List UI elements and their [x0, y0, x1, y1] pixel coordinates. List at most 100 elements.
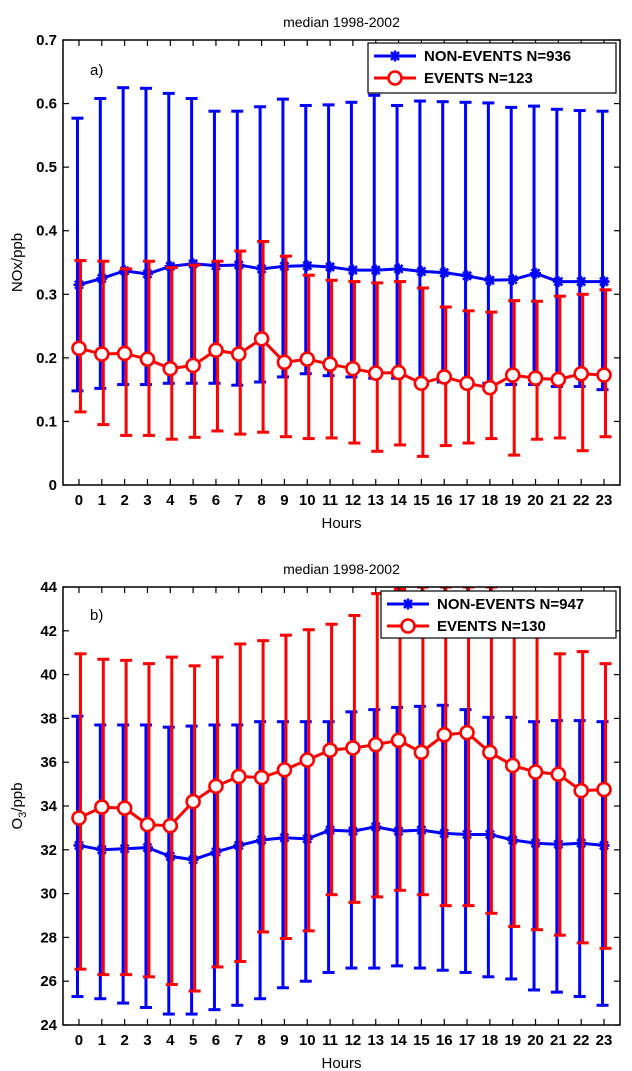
chart-a-events-point — [436, 369, 453, 385]
chart-b-ytick-label: 38 — [40, 710, 57, 727]
chart-a-non-events-point — [530, 267, 542, 279]
chart-a-xtick-label: 10 — [299, 492, 316, 509]
chart-a-xtick-label: 1 — [98, 492, 106, 509]
chart-b-non-events-point — [96, 844, 108, 856]
chart-b-non-events-line — [78, 825, 605, 862]
chart-b-events-point — [299, 752, 316, 768]
chart-a-non-events-point — [575, 276, 587, 288]
chart-a-non-events-point — [324, 261, 336, 273]
chart-a-non-events-point — [484, 274, 496, 286]
chart-a-legend: NON-EVENTS N=936 EVENTS N=123 — [367, 42, 617, 94]
chart-b-non-events-point — [256, 834, 268, 846]
chart-b-ylabel-main: O — [9, 818, 26, 830]
chart-b-panel-label: b) — [90, 607, 103, 624]
chart-a-legend-swatch-marker — [389, 50, 401, 62]
chart-a-non-events-point — [507, 274, 519, 286]
chart-b-events-point — [71, 810, 87, 826]
chart-b-events-point — [208, 778, 224, 795]
chart-b-xtick-label: 17 — [459, 1032, 476, 1049]
chart-a-xtick-label: 21 — [550, 492, 567, 509]
chart-b-xtick-label: 9 — [280, 1032, 288, 1049]
chart-b-ylabel-tail: /ppb — [9, 783, 26, 812]
chart-b-legend-frame — [380, 590, 617, 639]
chart-b-events-point — [116, 800, 133, 816]
chart-b-ytick-label: 32 — [40, 842, 57, 859]
chart-a-events-line — [78, 336, 605, 390]
chart-b-xtick-label: 0 — [75, 1032, 83, 1049]
chart-b-title: median 1998-2002 — [283, 561, 400, 577]
chart-a-xtick-label: 13 — [367, 492, 384, 509]
chart-b-ytick-label: 40 — [40, 667, 57, 684]
chart-a-xtick-label: 8 — [257, 492, 265, 509]
chart-a-ytick-label: 0.7 — [36, 32, 57, 49]
chart-a-marks — [71, 86, 612, 458]
chart-b-xtick-label: 4 — [166, 1032, 175, 1049]
chart-a-xtick-label: 12 — [345, 492, 362, 509]
chart-b-events-line — [78, 731, 605, 828]
chart-a-events-point — [276, 354, 293, 371]
chart-a-non-events-point — [598, 276, 610, 288]
chart-a-non-events-point — [141, 268, 153, 280]
chart-b-non-events-point — [461, 828, 473, 840]
chart-a-legend-frame — [367, 42, 617, 94]
chart-b-events-point — [413, 744, 430, 761]
chart-a-non-events-point — [552, 276, 564, 288]
chart-b-xtick-label: 1 — [98, 1032, 106, 1049]
chart-a-ytick-label: 0.2 — [36, 350, 57, 367]
chart-a-xtick-label: 14 — [390, 492, 407, 509]
chart-b-xtick-label: 23 — [596, 1032, 613, 1049]
chart-b-events-point — [504, 757, 521, 774]
chart-a-xtick-label: 9 — [280, 492, 288, 509]
chart-a-xtick-label: 2 — [120, 492, 128, 509]
chart-b-xtick-label: 19 — [504, 1032, 521, 1049]
chart-b-xtick-label: 5 — [189, 1032, 197, 1049]
chart-b-non-events-series — [71, 703, 610, 1016]
chart-a-non-events-point — [347, 264, 359, 276]
chart-b-xtick-label: 21 — [550, 1032, 567, 1049]
chart-a-non-events-point — [119, 265, 131, 277]
chart-a-xtick-label: 23 — [596, 492, 613, 509]
chart-a-plot-area — [71, 86, 612, 458]
chart-a-non-events-point — [278, 260, 290, 272]
chart-b-xtick-label: 16 — [436, 1032, 453, 1049]
chart-b-non-events-point — [119, 843, 131, 855]
chart-b-legend-entry-non-events: NON-EVENTS N=947 — [437, 596, 584, 613]
chart-a-ylabel: NOx/ppb — [9, 233, 26, 292]
chart-b-events-point — [459, 724, 475, 741]
chart-a-xtick-label: 18 — [482, 492, 499, 509]
chart-a-xtick-label: 5 — [189, 492, 197, 509]
chart-panel-b: median 1998-2002 Hours O3/ppb b) 2426283… — [9, 561, 621, 1071]
chart-a-axes-frame — [62, 39, 621, 486]
chart-b-xtick-label: 2 — [120, 1032, 128, 1049]
chart-b-events-point — [322, 742, 338, 758]
chart-a-events-point — [459, 375, 475, 392]
chart-b-marks — [71, 587, 612, 1016]
chart-a-events-point — [550, 371, 567, 388]
chart-a-events-point — [390, 364, 407, 381]
chart-a-xtick-label: 0 — [75, 492, 83, 509]
chart-a-xtick-label: 22 — [573, 492, 590, 509]
chart-b-events-series — [71, 587, 612, 993]
chart-b-events-point — [230, 768, 247, 785]
chart-a-events-point — [253, 330, 270, 347]
chart-b-xlabel: Hours — [321, 1055, 361, 1071]
chart-a-legend-entry-events: EVENTS N=123 — [424, 70, 533, 87]
chart-b-events-point — [185, 793, 201, 810]
chart-a-panel-label: a) — [90, 62, 103, 79]
chart-a-events-point — [299, 351, 316, 367]
chart-a-xtick-label: 19 — [504, 492, 521, 509]
chart-b-events-point — [596, 781, 612, 798]
chart-a-ytick-label: 0.3 — [36, 286, 57, 303]
chart-b-non-events-point — [73, 839, 85, 851]
chart-a-xtick-label: 11 — [322, 492, 338, 509]
chart-b-xtick-label: 6 — [212, 1032, 220, 1049]
chart-b-xtick-label: 3 — [143, 1032, 151, 1049]
chart-a-ytick-label: 0.4 — [36, 223, 58, 240]
chart-b-ytick-label: 26 — [40, 973, 57, 990]
chart-b-xtick-label: 10 — [299, 1032, 316, 1049]
chart-b-xtick-label: 14 — [390, 1032, 407, 1049]
chart-b-legend-swatch-marker — [400, 618, 416, 634]
chart-b-ytick-label: 30 — [40, 886, 57, 903]
chart-a-ytick-label: 0 — [49, 477, 57, 494]
